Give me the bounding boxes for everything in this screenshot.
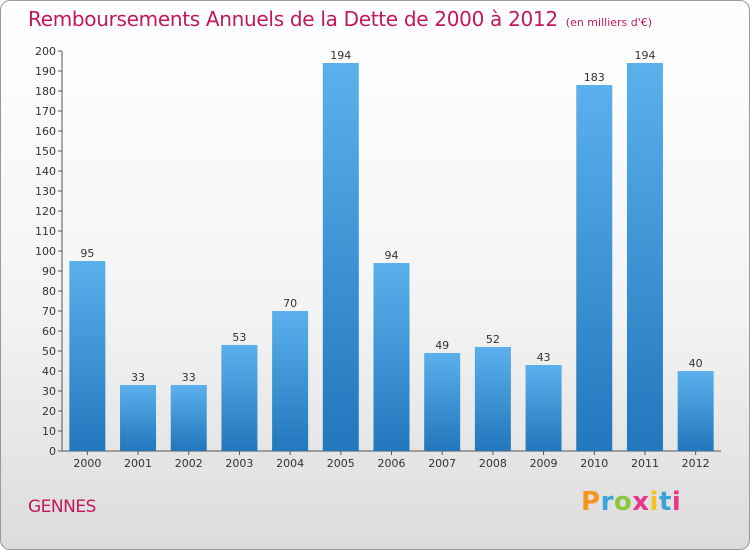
y-tick-label: 80 [42,285,56,298]
x-tick-label: 2006 [378,457,406,470]
y-tick-label: 130 [35,185,56,198]
bar-2011 [626,63,663,451]
chart-data-labels: 95 33 33 53 70 194 94 49 52 43 183 194 40 [80,49,702,384]
data-label-2005: 194 [330,49,351,62]
chart-axes: 0 10 20 30 40 50 60 70 80 90 100 110 120 130 140 150 160… [35,45,721,470]
data-label-2009: 43 [537,351,551,364]
bar-2006 [373,263,410,451]
y-tick-label: 140 [35,165,56,178]
x-tick-label: 2009 [530,457,558,470]
bar-2005 [322,63,359,451]
y-tick-label: 70 [42,305,56,318]
x-tick-label: 2005 [327,457,355,470]
x-tick-label: 2000 [73,457,101,470]
y-tick-label: 50 [42,345,56,358]
logo-letter: P [581,487,601,517]
y-tick-label: 60 [42,325,56,338]
y-tick-label: 0 [49,445,56,458]
y-tick-label: 190 [35,65,56,78]
x-tick-label: 2012 [682,457,710,470]
proxiti-logo: Proxiti [581,487,681,517]
bar-2004 [272,311,309,451]
x-tick-label: 2002 [175,457,203,470]
y-tick-label: 200 [35,45,56,58]
x-tick-label: 2003 [225,457,253,470]
data-label-2000: 95 [80,247,94,260]
bar-2002 [170,385,207,451]
bar-2003 [221,345,258,451]
logo-letter: x [632,487,650,517]
y-tick-label: 90 [42,265,56,278]
data-label-2007: 49 [435,339,449,352]
x-tick-label: 2001 [124,457,152,470]
logo-letter: t [658,487,672,517]
chart-title-text: Remboursements Annuels de la Dette de 20… [28,7,558,31]
x-tick-label: 2010 [580,457,608,470]
x-tick-label: 2007 [428,457,456,470]
bar-2001 [120,385,157,451]
x-tick-label: 2004 [276,457,304,470]
data-label-2010: 183 [584,71,605,84]
chart-bars [69,63,714,451]
y-tick-label: 30 [42,385,56,398]
y-tick-label: 40 [42,365,56,378]
bar-2010 [576,85,613,451]
logo-letter: o [613,487,633,517]
chart-unit: (en milliers d'€) [565,16,653,29]
logo-letter: i [671,487,682,517]
data-label-2003: 53 [232,331,246,344]
bar-2008 [474,347,511,451]
data-label-2006: 94 [385,249,399,262]
y-tick-label: 10 [42,425,56,438]
y-tick-label: 110 [35,225,56,238]
y-tick-label: 180 [35,85,56,98]
y-tick-label: 20 [42,405,56,418]
data-label-2002: 33 [182,371,196,384]
y-tick-label: 150 [35,145,56,158]
y-tick-label: 160 [35,125,56,138]
chart-title: Remboursements Annuels de la Dette de 20… [28,7,652,31]
data-label-2004: 70 [283,297,297,310]
data-label-2001: 33 [131,371,145,384]
y-tick-label: 170 [35,105,56,118]
commune-name: GENNES [28,497,96,517]
bar-2000 [69,261,106,451]
bar-2009 [525,365,562,451]
logo-letter: i [649,487,659,517]
x-tick-label: 2008 [479,457,507,470]
y-tick-label: 120 [35,205,56,218]
y-tick-label: 100 [35,245,56,258]
data-label-2011: 194 [634,49,655,62]
logo-letter: r [600,487,614,517]
x-tick-label: 2011 [631,457,659,470]
bar-2012 [677,371,714,451]
bar-2007 [424,353,461,451]
data-label-2008: 52 [486,333,500,346]
data-label-2012: 40 [689,357,703,370]
